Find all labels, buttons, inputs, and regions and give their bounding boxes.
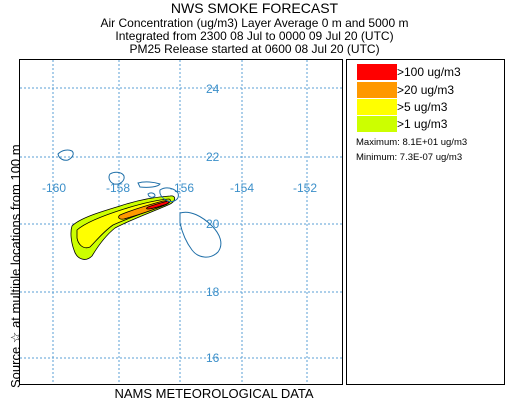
lat-label-24: 24	[206, 82, 220, 96]
legend-swatch	[357, 64, 397, 80]
island-oahu	[108, 171, 125, 185]
meteorological-data-label: NAMS METEOROLOGICAL DATA	[114, 386, 314, 401]
legend-swatch	[357, 99, 397, 115]
lon-label-156: -156	[170, 181, 194, 195]
maximum-value: Maximum: 8.1E+01 ug/m3	[356, 137, 468, 148]
lat-label-18: 18	[206, 285, 220, 299]
lon-label-154: -154	[230, 181, 254, 195]
lat-label-20: 20	[206, 217, 220, 231]
integration-period: Integrated from 2300 08 Jul to 0000 09 J…	[115, 29, 394, 43]
lon-label-158: -158	[106, 181, 130, 195]
smoke-plume	[70, 195, 176, 260]
lon-label-160: -160	[42, 181, 66, 195]
legend-swatch	[357, 82, 397, 98]
plume-contour-100ug	[146, 200, 170, 210]
release-info: PM25 Release started at 0600 08 Jul 20 (…	[129, 42, 380, 56]
legend-label: >100 ug/m3	[397, 65, 461, 79]
coastlines	[57, 149, 222, 258]
forecast-title: NWS SMOKE FORECAST	[170, 0, 339, 16]
island-lanai	[147, 192, 156, 198]
plume-contour-1ug	[70, 195, 176, 260]
island-hawaii	[179, 211, 222, 258]
legend-label: >5 ug/m3	[397, 100, 448, 114]
legend-label: >20 ug/m3	[397, 83, 455, 97]
lat-label-16: 16	[206, 351, 220, 365]
island-maui	[159, 187, 179, 202]
graticule	[20, 60, 342, 384]
island-niihau	[57, 149, 74, 161]
island-molokai	[137, 181, 161, 188]
legend-swatch	[357, 116, 397, 132]
concentration-subtitle: Air Concentration (ug/m3) Layer Average …	[100, 16, 409, 30]
minimum-value: Minimum: 7.3E-07 ug/m3	[356, 152, 463, 163]
smoke-map: 24 22 20 18 16 -160 -158 -156 -154 -152	[20, 60, 342, 384]
lat-label-22: 22	[206, 150, 220, 164]
lon-label-152: -152	[293, 181, 317, 195]
map-panel: 24 22 20 18 16 -160 -158 -156 -154 -152	[19, 59, 343, 385]
legend-label: >1 ug/m3	[397, 117, 448, 131]
